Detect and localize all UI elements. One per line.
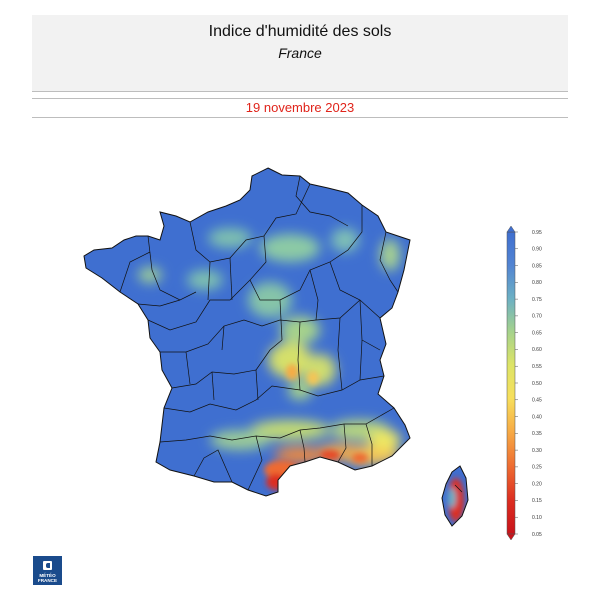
logo-text: MÉTÉO FRANCE bbox=[37, 573, 58, 583]
department-borders bbox=[83, 167, 469, 527]
legend-tick-label: 0.20 bbox=[532, 481, 542, 487]
map-title: Indice d'humidité des sols bbox=[208, 23, 392, 40]
meteo-france-emblem-icon bbox=[43, 561, 52, 570]
legend-bottom-arrow bbox=[506, 533, 516, 541]
legend-top-arrow bbox=[506, 225, 516, 233]
legend-tick-label: 0.90 bbox=[532, 247, 542, 253]
legend-tick-labels: 0.95 0.90 0.85 0.80 0.75 0.70 0.65 0.60 0.55 0.50… bbox=[515, 230, 542, 538]
legend-tick-label: 0.40 bbox=[532, 414, 542, 420]
legend-tick-label: 0.25 bbox=[532, 465, 542, 471]
map-subtitle: France bbox=[278, 45, 322, 61]
legend-tick-label: 0.85 bbox=[532, 263, 542, 269]
legend-tick-label: 0.45 bbox=[532, 398, 542, 404]
legend-tick-label: 0.80 bbox=[532, 280, 542, 286]
legend-tick-label: 0.75 bbox=[532, 297, 542, 303]
date-bar: 19 novembre 2023 bbox=[32, 98, 568, 118]
legend-tick-label: 0.50 bbox=[532, 381, 542, 387]
legend-tick-label: 0.95 bbox=[532, 230, 542, 236]
meteo-france-logo: MÉTÉO FRANCE bbox=[33, 556, 62, 585]
legend-tick-label: 0.55 bbox=[532, 364, 542, 370]
legend-color-scale bbox=[506, 225, 516, 541]
header-panel: Indice d'humidité des sols France bbox=[32, 15, 568, 92]
legend-tick-label: 0.35 bbox=[532, 431, 542, 437]
legend-tick-label: 0.70 bbox=[532, 314, 542, 320]
legend-tick-label: 0.65 bbox=[532, 330, 542, 336]
legend-tick-label: 0.10 bbox=[532, 515, 542, 521]
legend-tick-label: 0.15 bbox=[532, 498, 542, 504]
map-date: 19 novembre 2023 bbox=[245, 100, 355, 115]
legend-tick-label: 0.05 bbox=[532, 532, 542, 538]
legend-tick-label: 0.30 bbox=[532, 448, 542, 454]
legend-tick-label: 0.60 bbox=[532, 347, 542, 353]
